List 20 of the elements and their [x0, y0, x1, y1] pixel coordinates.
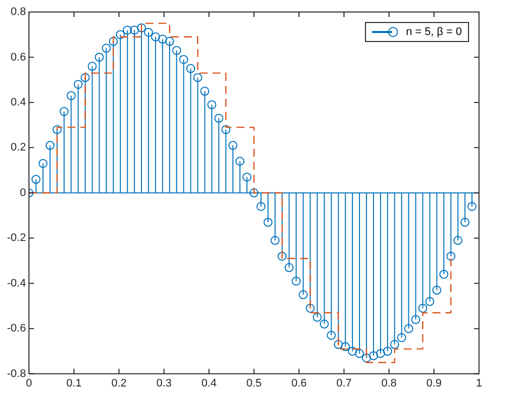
y-tick-label: 0.2 — [10, 142, 26, 154]
x-tick-label: 0.8 — [381, 377, 397, 390]
x-tick-label: 0.6 — [291, 377, 307, 390]
x-tick-label: 0.5 — [246, 377, 262, 390]
y-tick-label: 0.6 — [10, 51, 26, 64]
y-tick-label: -0.8 — [6, 368, 26, 380]
x-tick-label: 0.4 — [201, 377, 217, 390]
x-tick-label: 0.9 — [426, 377, 442, 390]
x-tick-label: 0.7 — [336, 377, 352, 390]
x-tick-label: 0.2 — [111, 377, 127, 390]
legend-label: n = 5, β = 0 — [406, 26, 462, 38]
y-tick-label: 0.4 — [10, 96, 26, 108]
x-tick-label: 0.1 — [66, 377, 82, 390]
y-tick-label: -0.2 — [6, 232, 26, 244]
y-tick-label: -0.4 — [6, 277, 26, 290]
x-tick-label: 0.3 — [156, 377, 172, 390]
y-tick-label: -0.6 — [6, 322, 26, 335]
y-tick-label: 0 — [20, 186, 26, 199]
y-tick-label: 0.8 — [10, 6, 26, 18]
x-tick-label: 1 — [476, 377, 482, 390]
